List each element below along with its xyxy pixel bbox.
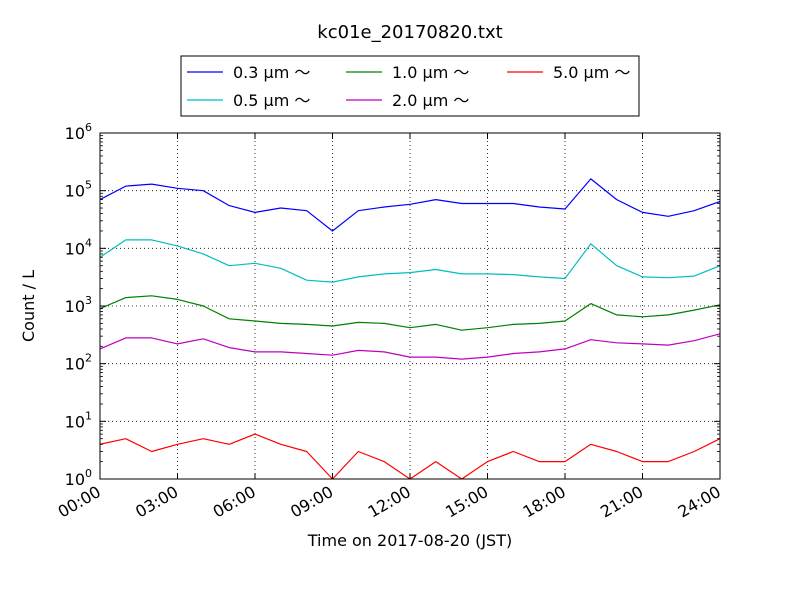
x-tick-label: 12:00 (365, 482, 414, 522)
series-line-2 (100, 239, 720, 283)
y-axis-label: Count / L (19, 270, 38, 342)
legend: 0.3 μm ～ 0.5 μm ～ 1.0 μm ～ 2.0 μm ～ 5.0 μm ～ (180, 55, 640, 117)
x-tick-label: 21:00 (597, 482, 646, 522)
y-tick-label: 105 (65, 179, 92, 201)
x-tick-labels: 00:00 03:00 06:00 09:00 12:00 15:00 18:00 21:00… (55, 482, 724, 522)
series-line-1 (100, 178, 720, 232)
chart-title: kc01e_20170820.txt (317, 22, 502, 43)
x-tick-label: 03:00 (132, 482, 181, 522)
legend-entry: 0.3 μm ～ (187, 63, 310, 82)
series-line-4 (100, 333, 720, 360)
y-tick-label: 100 (65, 467, 92, 489)
y-tick-label: 103 (65, 294, 92, 316)
y-tick-labels: 100 101 102 103 104 105 106 (65, 121, 92, 489)
x-tick-label: 09:00 (287, 482, 336, 522)
legend-entry: 2.0 μm ～ (346, 91, 469, 110)
y-tick-label: 104 (65, 236, 92, 258)
legend-label: 1.0 μm ～ (392, 63, 469, 82)
y-tick-label: 101 (65, 409, 92, 431)
legend-box (180, 55, 640, 117)
y-tick-label: 106 (65, 121, 92, 143)
axis-ticks (99, 132, 721, 480)
series-line-3 (100, 295, 720, 331)
grid-lines (100, 133, 720, 479)
legend-label: 0.5 μm ～ (233, 91, 310, 110)
series-line-5 (100, 433, 720, 479)
y-tick-label: 102 (65, 352, 92, 374)
x-tick-label: 18:00 (520, 482, 569, 522)
legend-label: 5.0 μm ～ (553, 63, 630, 82)
x-tick-label: 24:00 (675, 482, 724, 522)
legend-label: 2.0 μm ～ (392, 91, 469, 110)
x-axis-label: Time on 2017-08-20 (JST) (307, 531, 512, 550)
x-tick-label: 15:00 (442, 482, 491, 522)
legend-entry: 0.5 μm ～ (187, 91, 310, 110)
legend-entry: 1.0 μm ～ (346, 63, 469, 82)
x-tick-label: 06:00 (210, 482, 259, 522)
legend-label: 0.3 μm ～ (233, 63, 310, 82)
legend-entry: 5.0 μm ～ (507, 63, 630, 82)
series-layer (100, 178, 720, 479)
